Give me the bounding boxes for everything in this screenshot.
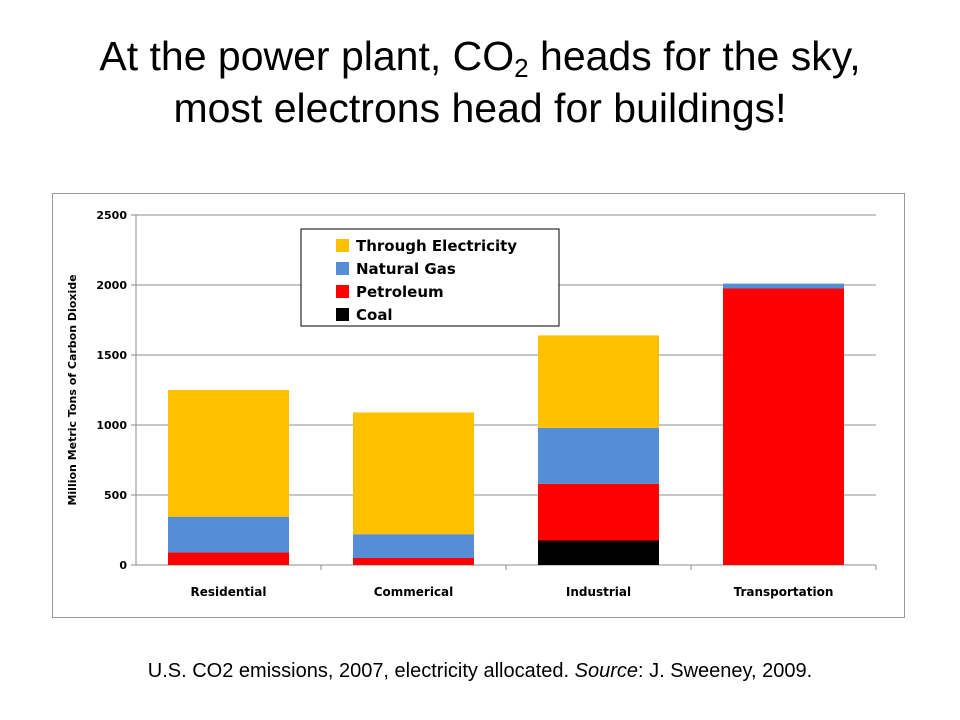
- bar-natural-gas: [168, 516, 289, 553]
- legend-swatch-coal: [336, 308, 349, 321]
- bar-coal: [538, 540, 659, 565]
- bar-through-electricity: [168, 390, 289, 517]
- legend-label-natural-gas: Natural Gas: [356, 260, 456, 278]
- bar-petroleum: [168, 552, 289, 565]
- y-tick-label: 2000: [96, 279, 127, 292]
- y-tick-label: 2500: [96, 209, 127, 222]
- legend-label-through-electricity: Through Electricity: [356, 237, 517, 255]
- x-category-label: Industrial: [566, 585, 631, 599]
- bar-natural-gas: [353, 534, 474, 558]
- y-axis-label: Million Metric Tons of Carbon Dioxide: [66, 274, 79, 505]
- y-tick-label: 1500: [96, 349, 127, 362]
- legend-swatch-natural-gas: [336, 262, 349, 275]
- legend-swatch-through-electricity: [336, 239, 349, 252]
- chart-frame: 0 500 1000 1500 2000 2500 Residential Commerica…: [52, 193, 905, 618]
- bar-petroleum: [353, 558, 474, 565]
- bar-natural-gas: [723, 283, 844, 289]
- slide-title: At the power plant, CO2 heads for the sk…: [0, 30, 960, 134]
- legend-label-coal: Coal: [356, 306, 393, 324]
- bar-through-electricity: [353, 412, 474, 535]
- title-part-2: heads for the sky,: [528, 33, 861, 79]
- bar-natural-gas: [538, 427, 659, 484]
- stacked-bar-chart: 0 500 1000 1500 2000 2500 Residential Commerica…: [66, 209, 877, 599]
- title-part-1: At the power plant, CO: [99, 33, 515, 79]
- bar-petroleum: [538, 483, 659, 541]
- x-category-label: Residential: [191, 585, 267, 599]
- title-line-1: At the power plant, CO2 heads for the sk…: [0, 30, 960, 82]
- x-category-label: Transportation: [734, 585, 834, 599]
- slide-caption: U.S. CO2 emissions, 2007, electricity al…: [0, 660, 960, 683]
- caption-text: U.S. CO2 emissions, 2007, electricity al…: [147, 660, 575, 682]
- caption-source-text: : J. Sweeney, 2009.: [638, 660, 813, 682]
- bar-through-electricity: [538, 335, 659, 428]
- legend-label-petroleum: Petroleum: [356, 283, 444, 301]
- x-category-label: Commerical: [374, 585, 454, 599]
- legend-swatch-petroleum: [336, 285, 349, 298]
- caption-source-label: Source: [574, 660, 639, 682]
- title-subscript: 2: [514, 53, 529, 83]
- y-tick-label: 0: [119, 559, 127, 572]
- bar-petroleum: [723, 288, 844, 565]
- y-tick-label: 500: [104, 489, 127, 502]
- y-tick-label: 1000: [96, 419, 127, 432]
- title-line-2: most electrons head for buildings!: [173, 85, 787, 131]
